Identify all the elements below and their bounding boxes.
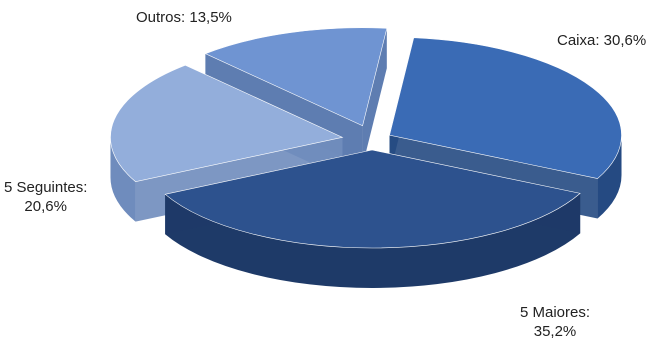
pie-slice-outros xyxy=(204,27,388,127)
data-label-5-maiores: 5 Maiores: 35,2% xyxy=(520,303,590,341)
pie-slice-caixa xyxy=(389,37,622,179)
data-label-line: 5 Maiores: xyxy=(520,304,591,321)
data-label-line: Outros: 13,5% xyxy=(136,9,232,26)
pie-slice-5-maiores xyxy=(164,149,581,249)
data-label-value: 20,6% xyxy=(24,198,67,215)
data-label-5-seguintes: 5 Seguintes: 20,6% xyxy=(4,178,87,216)
data-label-line: Caixa: 30,6% xyxy=(557,32,647,49)
pie-slice-5-seguintes xyxy=(110,64,344,182)
data-label-outros: Outros: 13,5% xyxy=(136,8,232,27)
data-label-caixa: Caixa: 30,6% xyxy=(557,31,646,50)
data-label-value: 35,2% xyxy=(533,323,577,340)
data-label-line: 5 Seguintes: xyxy=(4,179,88,196)
